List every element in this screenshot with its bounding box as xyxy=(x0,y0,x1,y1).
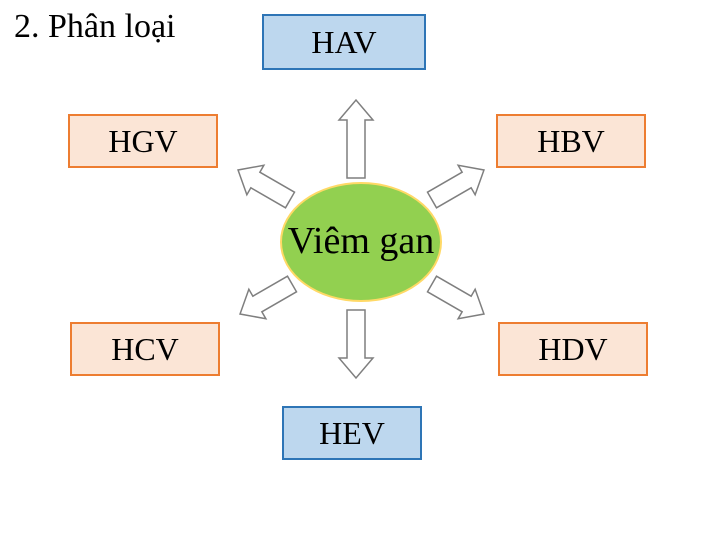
arrow-to-hcv-icon xyxy=(240,276,296,319)
node-hev-label: HEV xyxy=(319,415,385,452)
node-hbv-label: HBV xyxy=(537,123,605,160)
node-hcv: HCV xyxy=(70,322,220,376)
arrow-to-hgv-icon xyxy=(238,165,294,208)
diagram-stage: 2. Phân loại Viêm gan HAV HGV HBV HCV HD… xyxy=(0,0,720,540)
center-node: Viêm gan xyxy=(280,182,442,302)
node-hcv-label: HCV xyxy=(111,331,179,368)
arrow-to-hbv-icon xyxy=(428,165,484,208)
node-hav: HAV xyxy=(262,14,426,70)
arrow-to-hav-icon xyxy=(339,100,373,178)
center-node-label: Viêm gan xyxy=(288,221,435,263)
node-hev: HEV xyxy=(282,406,422,460)
node-hbv: HBV xyxy=(496,114,646,168)
node-hgv-label: HGV xyxy=(108,123,177,160)
node-hdv-label: HDV xyxy=(538,331,607,368)
node-hdv: HDV xyxy=(498,322,648,376)
arrow-to-hdv-icon xyxy=(428,276,484,319)
arrow-to-hev-icon xyxy=(339,310,373,378)
section-title: 2. Phân loại xyxy=(14,8,175,46)
node-hav-label: HAV xyxy=(311,24,376,61)
node-hgv: HGV xyxy=(68,114,218,168)
